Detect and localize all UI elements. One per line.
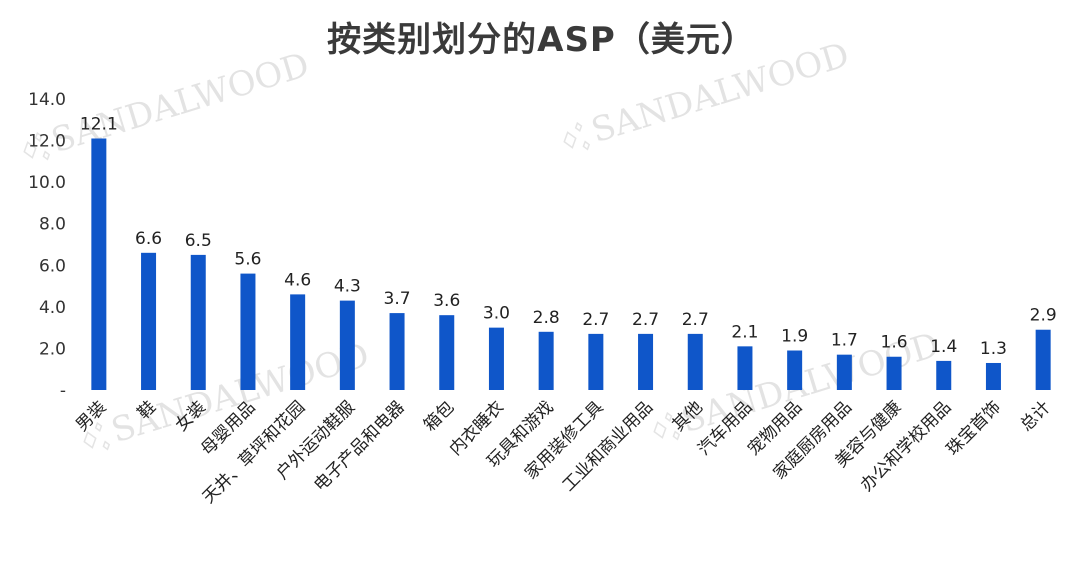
bar: [886, 356, 902, 390]
watermark: SANDALWOOD: [563, 35, 854, 151]
x-category-label: 箱包: [420, 397, 458, 435]
bar-value-label: 2.8: [533, 308, 560, 328]
y-axis: - 2.0 4.0 6.0 8.0 10.0 12.0 14.0: [28, 90, 66, 401]
watermark-text: SANDALWOOD: [47, 45, 314, 161]
bars-group: [91, 138, 1051, 390]
x-category-label: 男装: [72, 397, 110, 435]
bar-value-label: 2.7: [582, 310, 609, 330]
bar: [588, 333, 604, 390]
bar: [836, 354, 852, 390]
bar: [787, 350, 803, 390]
bar-value-label: 1.9: [781, 327, 808, 347]
x-category-label: 总计: [1017, 397, 1055, 435]
bar: [1035, 329, 1051, 390]
bar-value-label: 5.6: [234, 250, 261, 270]
chart-title: 按类别划分的ASP（美元）: [327, 20, 756, 60]
watermark-logo-icon: [653, 411, 681, 441]
watermark-logo-icon: [83, 421, 111, 451]
bar-value-label: 3.6: [433, 291, 460, 311]
watermark-logo-icon: [23, 131, 51, 161]
y-tick-label: -: [60, 381, 66, 401]
y-tick-label: 14.0: [28, 90, 66, 110]
watermark-logo-icon: [563, 121, 591, 151]
bar: [91, 138, 107, 390]
x-category-label: 办公和学校用品: [857, 397, 955, 495]
bar: [190, 254, 206, 390]
bar: [240, 273, 256, 390]
bar-value-label: 6.6: [135, 229, 162, 249]
bar: [290, 294, 306, 390]
y-tick-label: 8.0: [39, 215, 66, 235]
bar: [389, 313, 405, 390]
watermark-text: SANDALWOOD: [587, 35, 854, 151]
bar-value-label: 1.4: [930, 337, 957, 357]
x-category-label: 工业和商业用品: [559, 397, 657, 495]
bar-value-label: 2.1: [731, 322, 758, 342]
y-tick-label: 12.0: [28, 132, 66, 152]
bar: [737, 346, 753, 390]
bar: [985, 362, 1001, 390]
bar: [339, 300, 355, 390]
x-category-label: 电子产品和电器: [310, 397, 408, 495]
bar-value-label: 2.7: [682, 310, 709, 330]
bar: [439, 315, 455, 390]
bar-value-label: 2.9: [1030, 306, 1057, 326]
bar-value-label: 1.6: [881, 333, 908, 353]
bar-value-label: 4.6: [284, 270, 311, 290]
bar-value-label: 1.3: [980, 339, 1007, 359]
y-tick-label: 6.0: [39, 256, 66, 276]
bar: [936, 360, 952, 390]
bar: [141, 252, 157, 390]
value-labels-group: 12.1 6.6 6.5 5.6 4.6 4.3 3.7 3.6 3.0 2.8 2.7 2.7 2.7…: [80, 114, 1057, 358]
bar-value-label: 12.1: [80, 114, 118, 134]
x-category-label: 珠宝首饰: [943, 397, 1005, 459]
bar-value-label: 1.7: [831, 331, 858, 351]
bar-value-label: 2.7: [632, 310, 659, 330]
bar-value-label: 3.0: [483, 304, 510, 324]
y-tick-label: 2.0: [39, 339, 66, 359]
bar-value-label: 6.5: [185, 231, 212, 251]
bar-value-label: 4.3: [334, 277, 361, 297]
y-tick-label: 4.0: [39, 298, 66, 318]
bar-value-label: 3.7: [384, 289, 411, 309]
bar: [488, 327, 504, 390]
bar: [638, 333, 654, 390]
bar: [538, 331, 554, 390]
bar: [687, 333, 703, 390]
y-tick-label: 10.0: [28, 173, 66, 193]
